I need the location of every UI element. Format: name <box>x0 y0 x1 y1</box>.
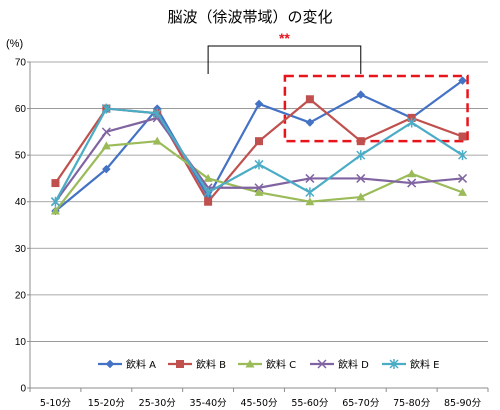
data-point <box>254 159 264 170</box>
data-point <box>101 164 111 174</box>
data-point <box>254 183 264 193</box>
data-point <box>458 173 468 183</box>
data-point <box>51 179 60 188</box>
x-tick-label: 15-20分 <box>88 398 126 409</box>
data-point <box>458 187 468 196</box>
data-point <box>407 117 417 128</box>
data-point <box>152 108 162 119</box>
data-point <box>101 127 111 137</box>
legend-item: 飲料 E <box>382 358 440 371</box>
series-line <box>54 98 463 203</box>
significance-marker: ** <box>279 30 290 46</box>
data-point <box>458 150 468 161</box>
significance-bracket <box>207 45 362 74</box>
significance-annotations: ** <box>207 30 469 143</box>
y-tick-label: 70 <box>15 58 27 69</box>
data-point <box>101 141 111 150</box>
legend-swatch-marker <box>389 359 399 369</box>
series-group <box>50 76 468 216</box>
data-point <box>356 137 365 146</box>
y-tick-label: 0 <box>20 384 26 395</box>
data-point <box>50 206 60 215</box>
legend-label: 飲料 D <box>338 358 369 371</box>
legend-label: 飲料 E <box>410 358 440 371</box>
data-point <box>204 197 213 206</box>
data-point <box>356 90 366 99</box>
legend-item: 飲料 C <box>238 358 296 371</box>
legend-label: 飲料 C <box>266 358 296 371</box>
legend-item: 飲料 B <box>168 358 226 371</box>
data-point <box>356 173 366 183</box>
legend-item: 飲料 A <box>98 358 156 371</box>
data-point <box>356 150 366 161</box>
y-tick-label: 50 <box>15 151 27 162</box>
x-tick-label: 5-10分 <box>40 398 72 409</box>
data-point <box>458 76 467 85</box>
x-tick-label: 85-90分 <box>444 398 482 409</box>
x-tick-label: 45-50分 <box>240 398 278 409</box>
series-line <box>54 140 463 212</box>
highlight-box <box>283 74 469 143</box>
data-point <box>203 173 213 182</box>
y-tick-label: 40 <box>15 197 27 208</box>
y-tick-label: 30 <box>15 244 27 255</box>
series-e <box>50 103 468 207</box>
x-tick-label: 75-80分 <box>393 398 431 409</box>
x-tick-labels: 5-10分 15-20分 25-30分 35-40分 45-50分 55-60分 65-70… <box>40 398 482 409</box>
x-tick-label: 65-70分 <box>342 398 380 409</box>
data-point <box>152 136 162 145</box>
data-point <box>255 137 263 146</box>
data-point <box>254 99 264 109</box>
x-tick-label: 25-30分 <box>139 398 177 409</box>
legend-item: 飲料 D <box>310 358 369 371</box>
data-point <box>356 192 366 201</box>
data-point <box>407 169 417 178</box>
data-point <box>254 187 264 196</box>
y-tick-labels: 0 10 20 30 40 50 60 70 <box>15 58 27 395</box>
y-axis-unit-label: (%) <box>6 38 23 50</box>
legend-swatch-marker <box>317 359 327 369</box>
y-tick-label: 60 <box>15 104 27 115</box>
x-tick-label: 35-40分 <box>190 398 228 409</box>
legend-swatch-marker <box>245 359 255 368</box>
y-tick-label: 20 <box>15 290 27 301</box>
data-point <box>50 196 60 207</box>
data-point <box>101 103 111 114</box>
legend: 飲料 A 飲料 B 飲料 C 飲料 D 飲料 E <box>98 358 440 371</box>
legend-label: 飲料 A <box>126 358 156 371</box>
data-point <box>305 173 315 183</box>
data-point <box>305 197 315 206</box>
legend-swatch-marker <box>176 360 184 368</box>
data-point <box>305 118 315 127</box>
data-point <box>407 178 417 188</box>
data-point <box>305 187 315 198</box>
chart-title: 脳波（徐波帯域）の変化 <box>167 8 332 26</box>
legend-label: 飲料 B <box>196 358 226 371</box>
series-c <box>50 136 468 215</box>
y-tick-label: 10 <box>15 337 27 348</box>
x-tick-label: 55-60分 <box>291 398 329 409</box>
axes <box>27 61 489 392</box>
data-point <box>458 132 467 141</box>
data-point <box>305 95 314 104</box>
legend-swatch-marker <box>105 359 115 369</box>
data-point <box>203 187 213 198</box>
